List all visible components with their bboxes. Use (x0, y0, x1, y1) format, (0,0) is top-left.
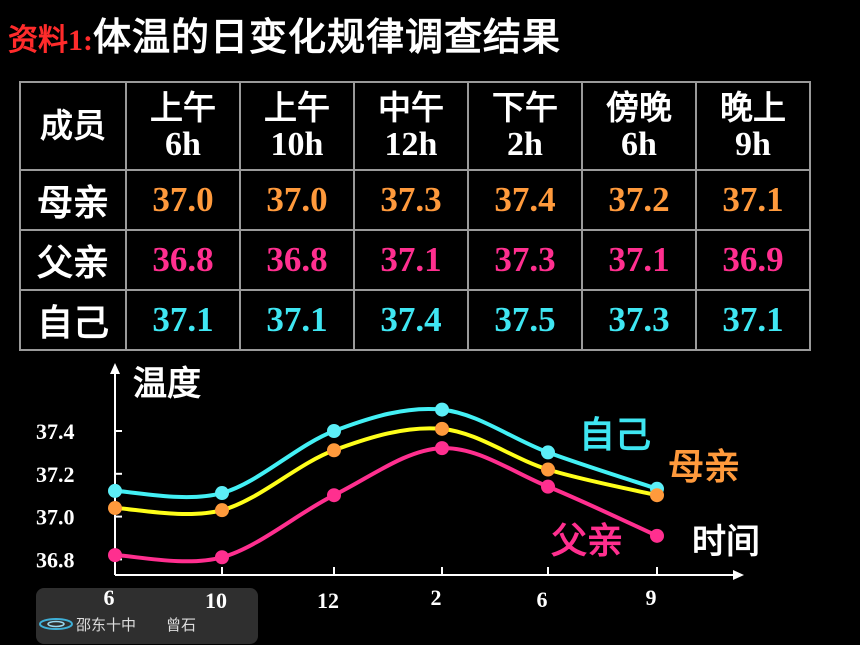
table-cell: 37.3 (581, 289, 697, 351)
data-point (215, 486, 229, 501)
data-point (435, 402, 449, 417)
footer-badge (36, 588, 258, 644)
table-cell: 37.1 (353, 229, 469, 291)
y-axis-label: 温度 (133, 364, 201, 404)
column-header: 上午 6h (125, 81, 241, 171)
x-tick-label: 6 (104, 585, 115, 610)
x-tick-label: 10 (205, 588, 227, 613)
table-corner-header: 成员 (19, 81, 127, 171)
table-cell: 36.8 (125, 229, 241, 291)
data-point (541, 479, 555, 494)
footer-credit: 邵东十中 曾石 (76, 614, 196, 635)
table-cell: 36.9 (695, 229, 811, 291)
data-point (108, 483, 122, 498)
table-cell: 37.2 (581, 169, 697, 231)
y-axis-arrow (110, 363, 120, 374)
data-point (541, 462, 555, 477)
data-point (327, 443, 341, 458)
title-prefix: 资料1: (8, 24, 93, 57)
column-header: 晚上 9h (695, 81, 811, 171)
table-cell: 37.1 (695, 289, 811, 351)
series-line (114, 426, 658, 517)
footer-author: 曾石 (166, 616, 197, 634)
y-tick-label: 37.0 (36, 505, 75, 530)
table-cell: 37.3 (353, 169, 469, 231)
column-header: 下午 2h (467, 81, 583, 171)
data-point (215, 503, 229, 518)
data-point (435, 421, 449, 436)
table-row-self: 自己 37.1 37.1 37.4 37.5 37.3 37.1 (19, 289, 811, 351)
temperature-table: 成员 上午 6h 上午 10h 中午 12h 下午 2h 傍晚 6h 晚上 9h 母亲 37… (19, 81, 811, 351)
data-point (327, 424, 341, 438)
table-cell: 37.4 (467, 169, 583, 231)
x-tick-label: 6 (537, 587, 548, 612)
table-cell: 37.1 (581, 229, 697, 291)
x-tick-label: 2 (431, 585, 442, 610)
column-header: 中午 12h (353, 81, 469, 171)
x-tick-label: 12 (317, 588, 339, 613)
table-cell: 37.3 (467, 229, 583, 291)
table-cell: 37.1 (695, 169, 811, 231)
y-tick-label: 37.2 (36, 462, 75, 487)
y-tick-label: 37.4 (36, 419, 75, 444)
column-header: 上午 10h (239, 81, 355, 171)
column-header: 傍晚 6h (581, 81, 697, 171)
series-label: 自己 (579, 415, 651, 456)
row-label: 父亲 (19, 229, 127, 291)
table-cell: 36.8 (239, 229, 355, 291)
table-cell: 37.5 (467, 289, 583, 351)
data-point (541, 445, 555, 460)
footer-school: 邵东十中 (76, 616, 137, 634)
table-cell: 37.1 (125, 289, 241, 351)
series-label: 父亲 (551, 521, 623, 562)
table-cell: 37.0 (239, 169, 355, 231)
data-point (215, 550, 229, 565)
table-cell: 37.1 (239, 289, 355, 351)
slide-title: 资料1: 体温的日变化规律调查结果 (8, 6, 561, 66)
data-point (108, 548, 122, 563)
table-row-mother: 母亲 37.0 37.0 37.3 37.4 37.2 37.1 (19, 169, 811, 231)
x-axis-arrow (733, 570, 744, 580)
data-point (650, 528, 664, 543)
data-point (108, 501, 122, 516)
data-point (650, 488, 664, 503)
series-label: 母亲 (668, 447, 740, 488)
row-label: 自己 (19, 289, 127, 351)
series-line (114, 406, 658, 500)
row-label: 母亲 (19, 169, 127, 231)
x-tick-label: 9 (646, 585, 657, 610)
data-point (435, 441, 449, 456)
table-row-father: 父亲 36.8 36.8 37.1 37.3 37.1 36.9 (19, 229, 811, 291)
title-main: 体温的日变化规律调查结果 (93, 15, 562, 59)
table-cell: 37.0 (125, 169, 241, 231)
table-header-row: 成员 上午 6h 上午 10h 中午 12h 下午 2h 傍晚 6h 晚上 9h (19, 81, 811, 171)
series-line (114, 446, 658, 564)
data-point (327, 488, 341, 503)
swirl-logo-icon (39, 618, 73, 630)
table-cell: 37.4 (353, 289, 469, 351)
x-axis-label: 时间 (692, 522, 760, 562)
y-tick-label: 36.8 (36, 547, 75, 572)
